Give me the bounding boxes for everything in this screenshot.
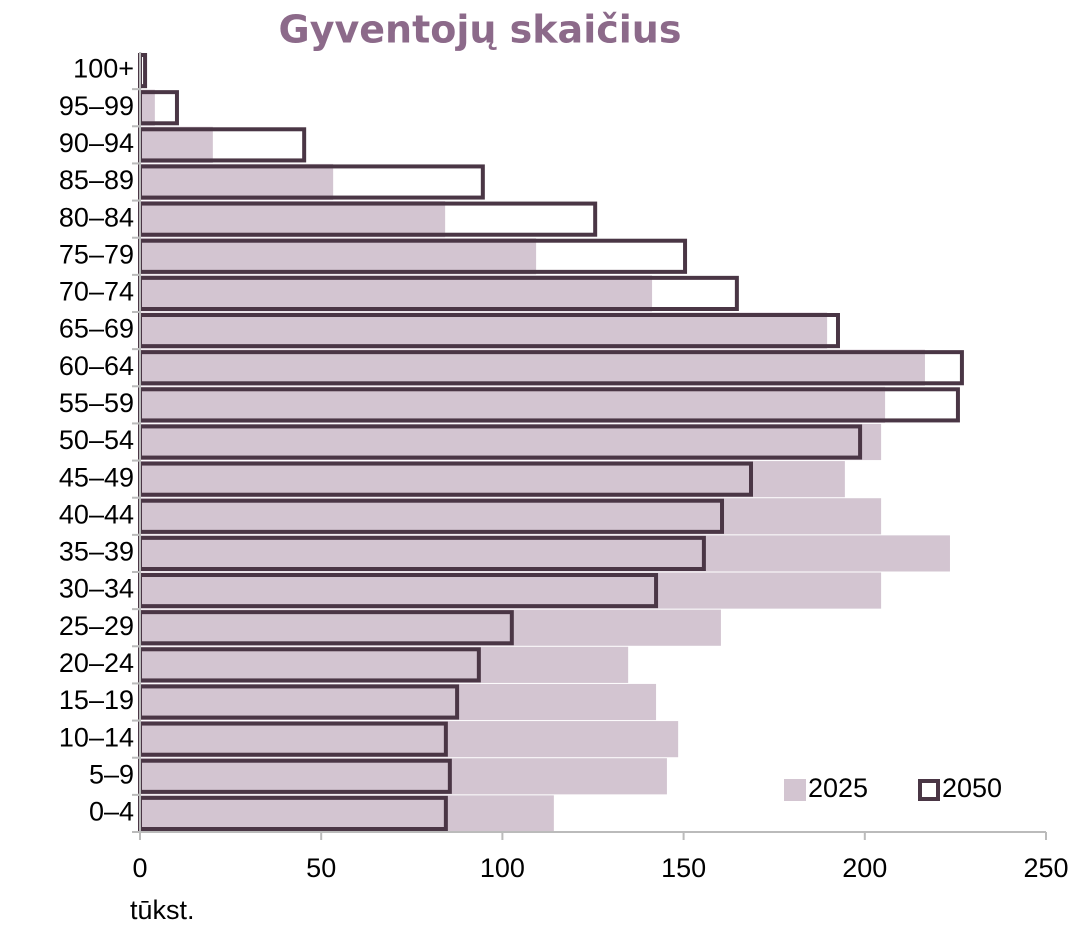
bar-2025 <box>140 349 925 386</box>
y-tick-label: 65–69 <box>59 314 134 344</box>
y-tick-label: 20–24 <box>59 648 134 678</box>
y-tick-label: 0–4 <box>89 797 134 827</box>
x-tick-label: 250 <box>1023 853 1068 883</box>
y-tick-label: 55–59 <box>59 388 134 418</box>
bar-2025 <box>140 386 886 423</box>
bar-2025 <box>140 683 657 721</box>
bar-2025 <box>140 126 213 163</box>
y-tick-label: 75–79 <box>59 239 134 269</box>
y-tick-label: 5–9 <box>89 759 134 789</box>
x-tick-label: 100 <box>480 853 525 883</box>
y-tick-label: 10–14 <box>59 722 134 752</box>
x-tick-label: 50 <box>306 853 336 883</box>
bar-2025 <box>140 163 334 201</box>
legend-swatch <box>918 779 940 801</box>
legend-label: 2025 <box>808 773 868 803</box>
bar-2025 <box>140 795 554 832</box>
chart-title: Gyventojų skaičius <box>279 8 682 52</box>
bar-2025 <box>140 646 629 683</box>
bar-2025 <box>140 89 155 126</box>
y-tick-label: 50–54 <box>59 425 134 455</box>
y-tick-label: 85–89 <box>59 165 134 195</box>
y-tick-label: 40–44 <box>59 499 134 529</box>
x-tick-label: 150 <box>661 853 706 883</box>
bar-2025 <box>140 721 679 758</box>
y-tick-label: 60–64 <box>59 351 134 381</box>
x-axis-label: tūkst. <box>130 895 195 925</box>
y-tick-label: 15–19 <box>59 685 134 715</box>
bar-2025 <box>140 609 721 646</box>
y-tick-label: 80–84 <box>59 202 134 232</box>
x-tick-label: 200 <box>842 853 887 883</box>
y-tick-label: 70–74 <box>59 277 134 307</box>
bar-2025 <box>140 312 828 349</box>
bar-2025 <box>140 758 667 795</box>
y-tick-label: 95–99 <box>59 91 134 121</box>
bar-2025 <box>140 535 950 572</box>
legend-swatch <box>784 779 806 801</box>
bar-2025 <box>140 275 653 312</box>
y-tick-label: 25–29 <box>59 611 134 641</box>
bar-2025 <box>140 498 882 535</box>
y-tick-label: 30–34 <box>59 574 134 604</box>
y-tick-label: 90–94 <box>59 128 134 158</box>
bar-2025 <box>140 238 537 275</box>
y-tick-label: 35–39 <box>59 537 134 567</box>
x-tick-label: 0 <box>132 853 147 883</box>
bar-2025 <box>140 423 882 461</box>
bar-2025 <box>140 461 845 498</box>
bar-2025 <box>140 572 882 609</box>
legend-label: 2050 <box>942 773 1002 803</box>
y-tick-label: 45–49 <box>59 462 134 492</box>
y-tick-label: 100+ <box>73 54 134 84</box>
bar-2025 <box>140 201 446 238</box>
